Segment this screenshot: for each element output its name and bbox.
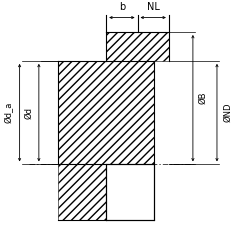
Bar [106,164,154,220]
Bar [58,61,154,164]
Text: b: b [119,2,125,12]
Text: Ød: Ød [25,106,34,118]
Text: ØB: ØB [198,92,207,104]
Bar [58,164,106,220]
Text: ØND: ØND [223,103,232,122]
Text: NL: NL [147,2,160,12]
Bar [106,32,169,61]
Text: Ød_a: Ød_a [4,102,13,123]
